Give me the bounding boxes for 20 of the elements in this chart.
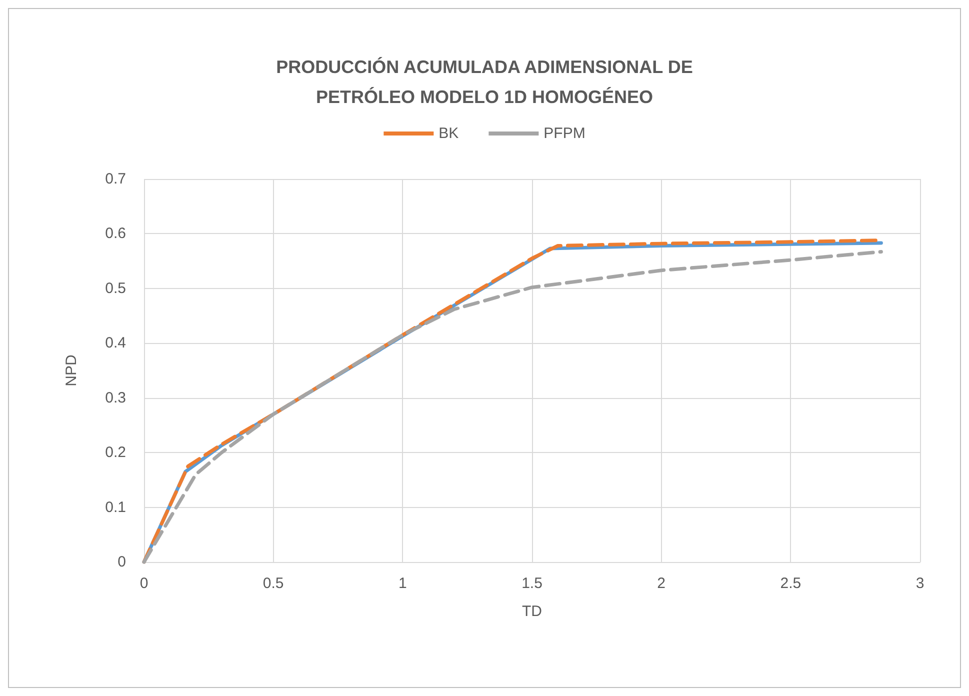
x-tick-label: 2.5 xyxy=(780,575,802,592)
y-tick-label: 0.5 xyxy=(105,280,126,297)
legend-label: BK xyxy=(438,125,459,142)
x-axis-title: TD xyxy=(522,603,542,620)
x-tick-label: 1.5 xyxy=(522,575,542,592)
y-tick-label: 0.7 xyxy=(105,170,126,188)
y-tick-label: 0.1 xyxy=(105,498,126,516)
x-tick-label: 3 xyxy=(916,575,924,592)
y-tick-label: 0.3 xyxy=(105,389,126,406)
chart-title: PRODUCCIÓN ACUMULADA ADIMENSIONAL DE PETRÓLEO MODELO 1D HOMOGÉNEO xyxy=(276,57,693,107)
y-tick-label: 0 xyxy=(118,554,126,570)
y-tick-label: 0.2 xyxy=(105,444,126,462)
x-tick-label: 0 xyxy=(140,575,148,592)
x-tick-label: 1 xyxy=(398,575,407,592)
y-tick-label: 0.4 xyxy=(105,334,126,352)
legend-label: PFPM xyxy=(544,125,586,142)
x-tick-label: 0.5 xyxy=(262,575,284,592)
x-tick-label: 2 xyxy=(657,575,666,592)
y-axis-title: NPD xyxy=(63,354,80,386)
y-tick-label: 0.6 xyxy=(105,225,126,242)
